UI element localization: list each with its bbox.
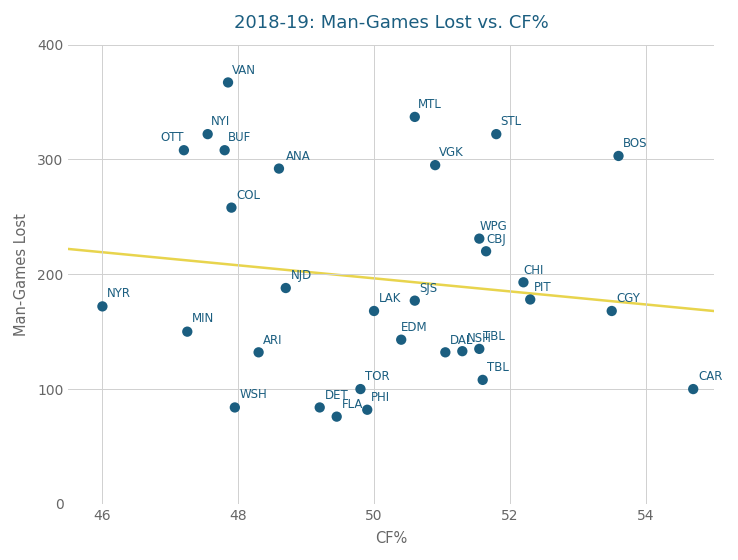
Text: CAR: CAR: [698, 370, 723, 384]
Text: COL: COL: [236, 189, 261, 202]
Text: ARI: ARI: [263, 334, 283, 347]
Point: [490, 130, 502, 139]
Point: [362, 405, 373, 414]
Point: [252, 348, 264, 357]
Text: CHI: CHI: [523, 264, 544, 277]
Point: [97, 302, 108, 311]
Text: MTL: MTL: [418, 98, 442, 111]
Text: DET: DET: [325, 389, 348, 402]
Point: [480, 247, 492, 256]
Point: [687, 385, 699, 394]
Text: FLA: FLA: [342, 398, 363, 411]
Point: [280, 283, 292, 292]
Point: [524, 295, 536, 304]
X-axis label: CF%: CF%: [375, 531, 407, 546]
Point: [473, 344, 485, 353]
Text: WSH: WSH: [240, 388, 267, 400]
Point: [409, 113, 421, 122]
Text: NYI: NYI: [211, 115, 230, 128]
Text: DAL: DAL: [449, 334, 473, 347]
Point: [229, 403, 241, 412]
Text: WPG: WPG: [479, 220, 507, 233]
Text: NJD: NJD: [292, 269, 312, 282]
Point: [182, 327, 193, 336]
Point: [613, 151, 624, 160]
Point: [178, 146, 190, 155]
Point: [606, 306, 618, 315]
Point: [473, 234, 485, 243]
Point: [226, 203, 238, 212]
Text: OTT: OTT: [160, 132, 184, 144]
Text: BUF: BUF: [228, 132, 252, 144]
Text: PIT: PIT: [534, 281, 551, 294]
Point: [517, 278, 529, 287]
Text: CGY: CGY: [616, 292, 641, 305]
Point: [331, 412, 342, 421]
Point: [314, 403, 325, 412]
Text: PHI: PHI: [370, 391, 390, 404]
Text: TBL: TBL: [487, 361, 508, 374]
Text: STL: STL: [500, 115, 522, 128]
Point: [430, 161, 441, 170]
Text: TOR: TOR: [365, 370, 389, 384]
Text: BOS: BOS: [624, 137, 648, 150]
Point: [273, 164, 285, 173]
Text: CBJ: CBJ: [486, 232, 506, 245]
Text: VGK: VGK: [439, 146, 464, 160]
Point: [368, 306, 380, 315]
Text: LAK: LAK: [379, 292, 401, 305]
Text: NSH: NSH: [466, 333, 492, 346]
Point: [201, 130, 213, 139]
Point: [218, 146, 230, 155]
Point: [396, 335, 407, 344]
Text: SJS: SJS: [419, 282, 438, 295]
Text: ANA: ANA: [286, 150, 311, 163]
Point: [456, 347, 468, 356]
Point: [409, 296, 421, 305]
Y-axis label: Man-Games Lost: Man-Games Lost: [14, 213, 29, 335]
Point: [439, 348, 451, 357]
Text: NYR: NYR: [107, 287, 131, 300]
Point: [222, 78, 234, 87]
Text: MIN: MIN: [192, 312, 214, 325]
Text: TBL: TBL: [483, 330, 506, 343]
Title: 2018-19: Man-Games Lost vs. CF%: 2018-19: Man-Games Lost vs. CF%: [234, 14, 548, 32]
Point: [477, 375, 489, 384]
Point: [354, 385, 366, 394]
Text: EDM: EDM: [401, 321, 428, 334]
Text: VAN: VAN: [232, 64, 255, 77]
